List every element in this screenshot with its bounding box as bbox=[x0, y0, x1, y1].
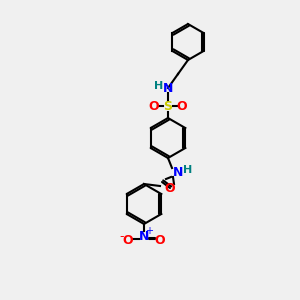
Text: H: H bbox=[183, 165, 193, 175]
Text: N: N bbox=[173, 166, 183, 178]
Text: S: S bbox=[164, 100, 172, 112]
Text: -: - bbox=[120, 230, 124, 244]
Text: O: O bbox=[123, 235, 133, 248]
Text: N: N bbox=[139, 230, 149, 242]
Text: O: O bbox=[149, 100, 159, 112]
Text: +: + bbox=[145, 226, 153, 236]
Text: O: O bbox=[155, 235, 165, 248]
Text: H: H bbox=[154, 81, 164, 91]
Text: O: O bbox=[165, 182, 175, 194]
Text: O: O bbox=[177, 100, 187, 112]
Text: N: N bbox=[163, 82, 173, 94]
